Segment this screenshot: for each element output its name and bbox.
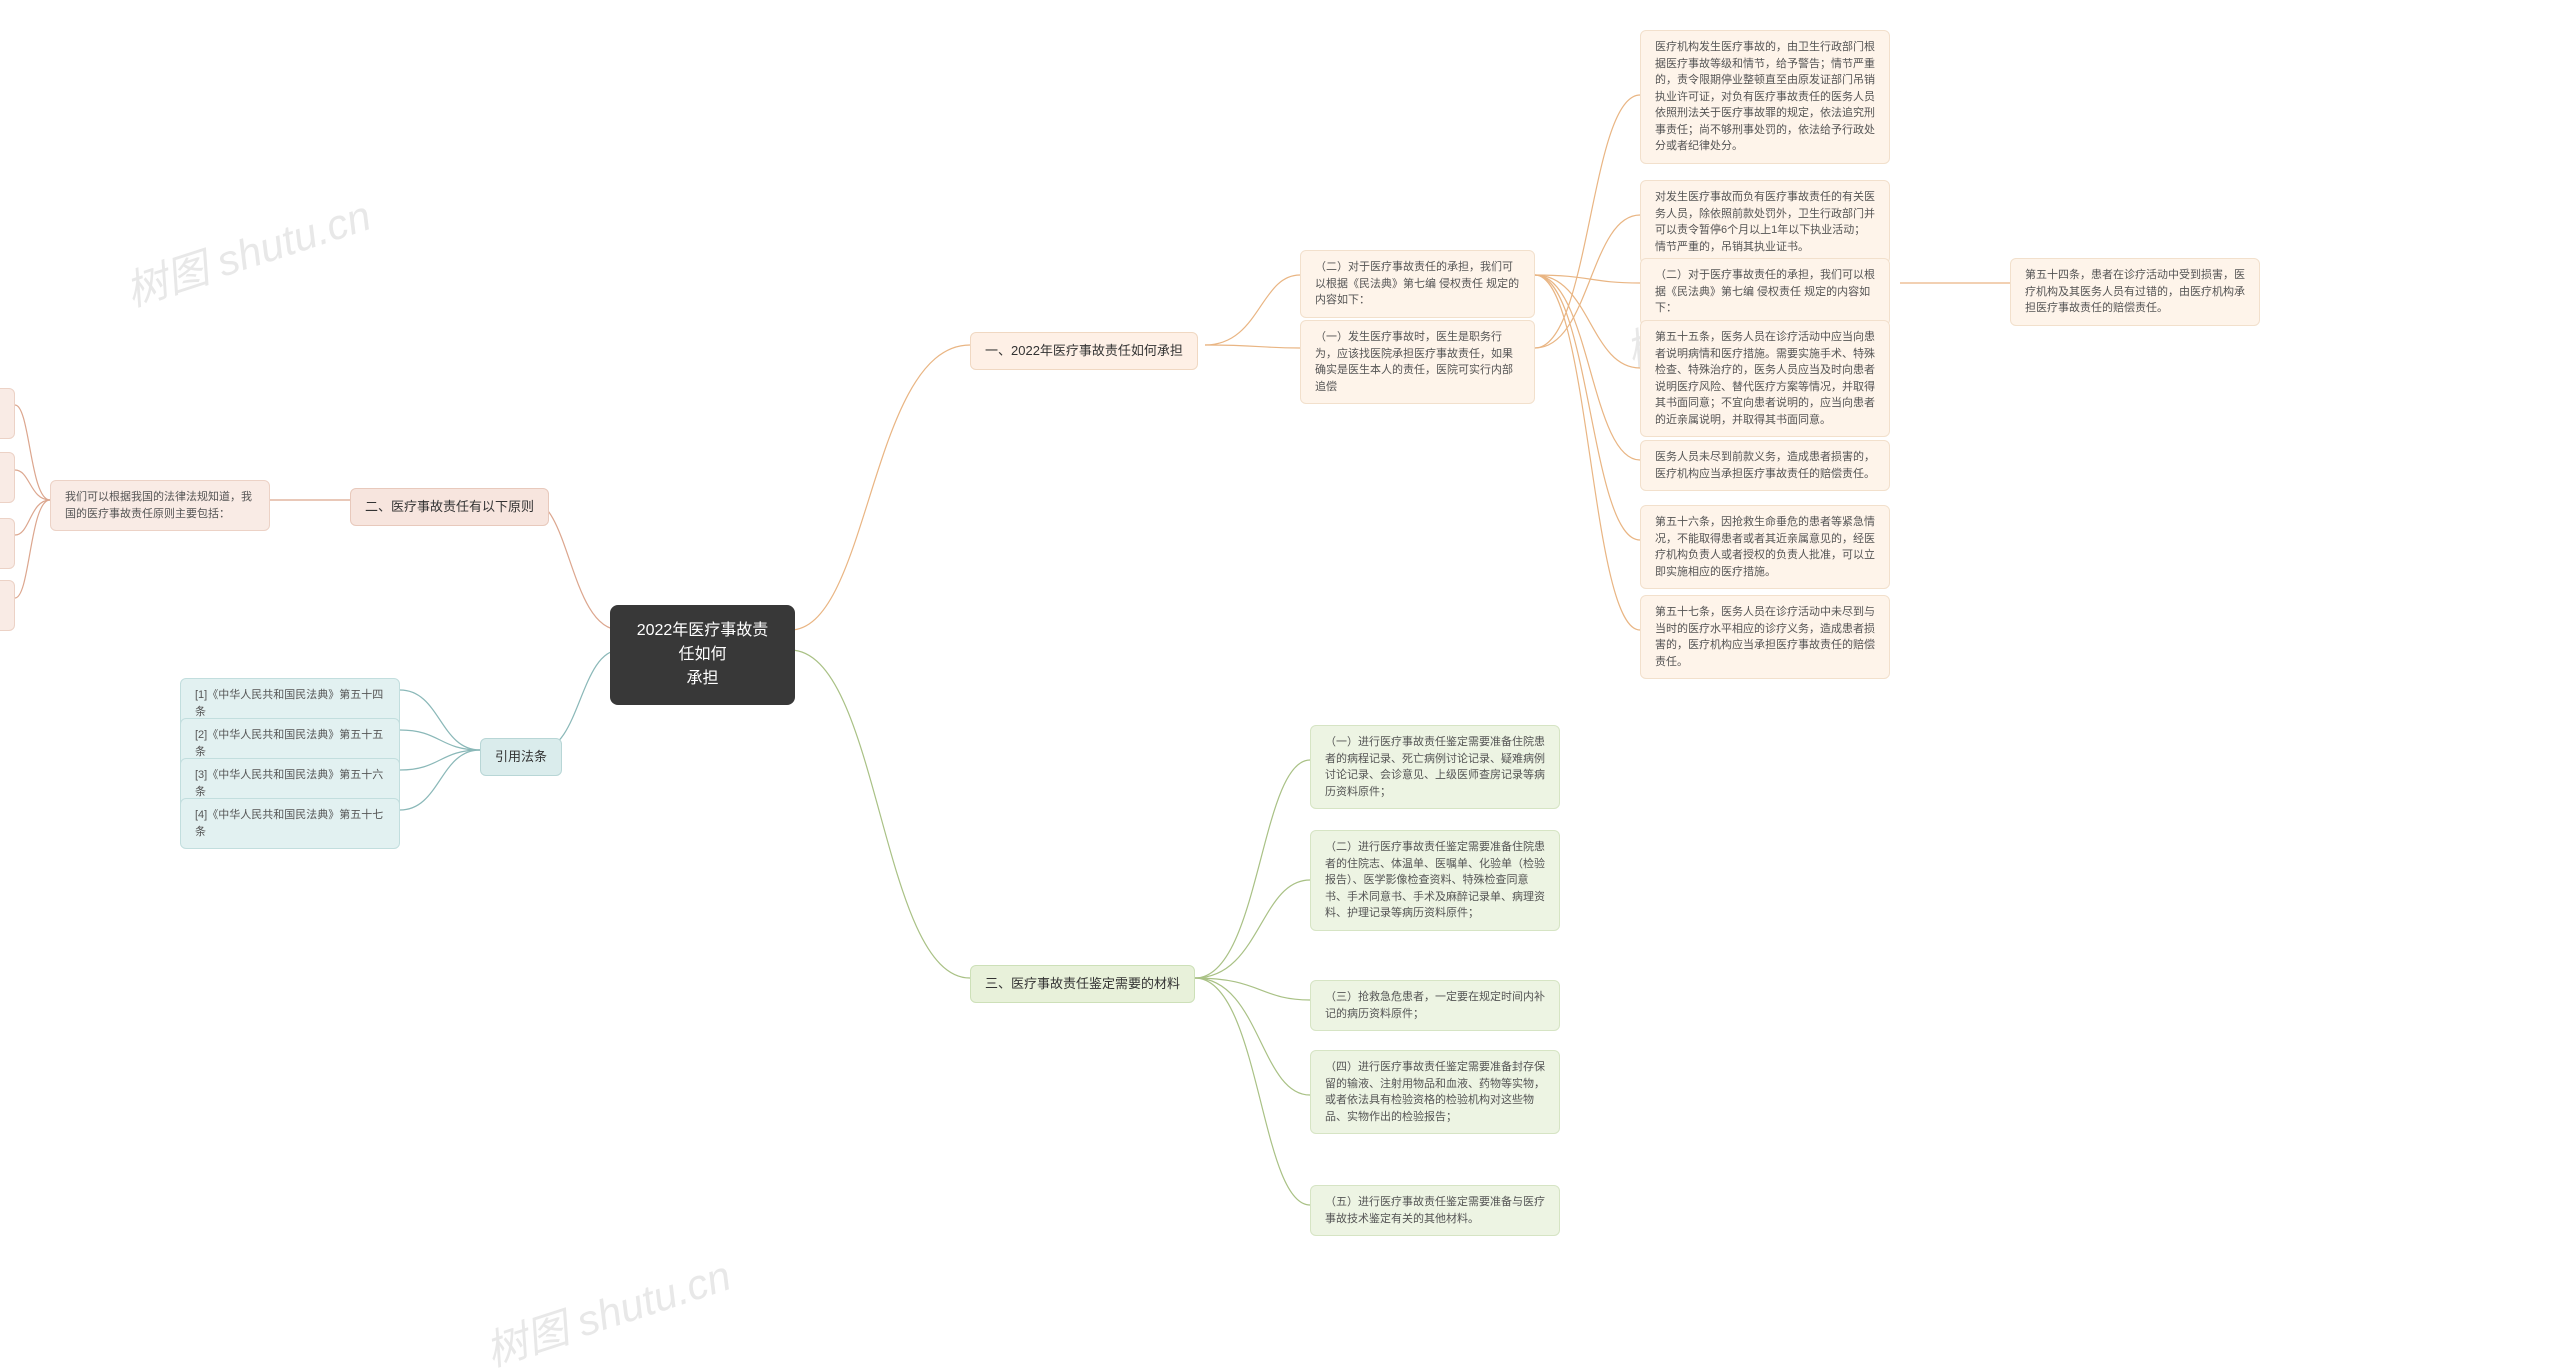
b1-n1a: 医疗机构发生医疗事故的，由卫生行政部门根据医疗事故等级和情节，给予警告；情节严重… xyxy=(1640,30,1890,164)
b3-m1: （一）进行医疗事故责任鉴定需要准备住院患者的病程记录、死亡病例讨论记录、疑难病例… xyxy=(1310,725,1560,809)
b4-r4: [4]《中华人民共和国民法典》第五十七条 xyxy=(180,798,400,849)
b1-n1: （一）发生医疗事故时，医生是职务行为，应该找医院承担医疗事故责任，如果确实是医生… xyxy=(1300,320,1535,404)
root-line1: 2022年医疗事故责任如何 xyxy=(632,619,773,667)
b2-p1: （一）医疗事故责任的原则包括过错责任原则； xyxy=(0,388,15,439)
b1-n1b: 对发生医疗事故而负有医疗事故责任的有关医务人员，除依照前款处罚外，卫生行政部门并… xyxy=(1640,180,1890,264)
branch2: 二、医疗事故责任有以下原则 xyxy=(350,488,549,526)
b1-n2e: 第五十七条，医务人员在诊疗活动中未尽到与当时的医疗水平相应的诊疗义务，造成患者损… xyxy=(1640,595,1890,679)
branch1: 一、2022年医疗事故责任如何承担 xyxy=(970,332,1198,370)
b1-n2b: 第五十五条，医务人员在诊疗活动中应当向患者说明病情和医疗措施。需要实施手术、特殊… xyxy=(1640,320,1890,437)
b3-m5: （五）进行医疗事故责任鉴定需要准备与医疗事故技术鉴定有关的其他材料。 xyxy=(1310,1185,1560,1236)
watermark: 树图 shutu.cn xyxy=(477,1242,738,1371)
b3-m2: （二）进行医疗事故责任鉴定需要准备住院患者的住院志、体温单、医嘱单、化验单（检验… xyxy=(1310,830,1560,931)
branch3: 三、医疗事故责任鉴定需要的材料 xyxy=(970,965,1195,1003)
b3-m4: （四）进行医疗事故责任鉴定需要准备封存保留的输液、注射用物品和血液、药物等实物，… xyxy=(1310,1050,1560,1134)
b2-p3: （三）医疗事故责任的原则包括公平责任原则； xyxy=(0,518,15,569)
b2-p2: （二）医疗事故责任的原则包括过错推定责任原则； xyxy=(0,452,15,503)
b1-n2-link: （二）对于医疗事故责任的承担，我们可以根据《民法典》第七编 侵权责任 规定的内容… xyxy=(1640,258,1890,326)
b1-n2c: 医务人员未尽到前款义务，造成患者损害的，医疗机构应当承担医疗事故责任的赔偿责任。 xyxy=(1640,440,1890,491)
b1-n2: （二）对于医疗事故责任的承担，我们可以根据《民法典》第七编 侵权责任 规定的内容… xyxy=(1300,250,1535,318)
b1-n2-link-text: （二）对于医疗事故责任的承担，我们可以根据《民法典》第七编 侵权责任 规定的内容… xyxy=(1655,269,1875,314)
b2-intro: 我们可以根据我国的法律法规知道，我国的医疗事故责任原则主要包括： xyxy=(50,480,270,531)
branch4: 引用法条 xyxy=(480,738,562,776)
root-line2: 承担 xyxy=(632,667,773,691)
b1-n2a: 第五十四条，患者在诊疗活动中受到损害，医疗机构及其医务人员有过错的，由医疗机构承… xyxy=(2010,258,2260,326)
watermark: 树图 shutu.cn xyxy=(117,182,378,319)
b1-n2d: 第五十六条，因抢救生命垂危的患者等紧急情况，不能取得患者或者其近亲属意见的，经医… xyxy=(1640,505,1890,589)
b2-p4: （四）医疗事故责任的原则包括严格责任原则等。 xyxy=(0,580,15,631)
root-node: 2022年医疗事故责任如何 承担 xyxy=(610,605,795,705)
b3-m3: （三）抢救急危患者，一定要在规定时间内补记的病历资料原件； xyxy=(1310,980,1560,1031)
